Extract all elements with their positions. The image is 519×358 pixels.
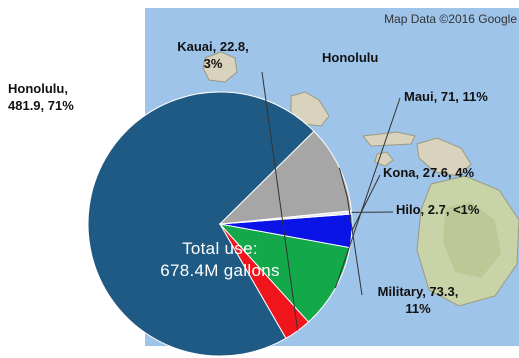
leader-line-kauai [261, 71, 299, 331]
label-maui: Maui, 71, 11% [404, 88, 488, 105]
label-maui-line-1: Maui, 71, 11% [404, 89, 488, 104]
label-kauai-line-1: Kauai, 22.8, [177, 39, 249, 54]
label-kona: Kona, 27.6, 4% [383, 164, 474, 181]
label-hilo-line-1: Hilo, 2.7, <1% [396, 202, 480, 217]
pie-slice-honolulu [87, 91, 315, 357]
maui-island [416, 137, 472, 177]
center-text-line-2: 678.4M gallons [160, 261, 280, 280]
map-honolulu-label: Honolulu [322, 50, 379, 65]
center-text-line-1: Total use: [182, 239, 258, 258]
leader-line-kona [351, 174, 381, 232]
label-military-line-1: Military, 73.3, [377, 284, 459, 299]
label-military: Military, 73.3, 11% [362, 283, 474, 317]
map-islands [202, 51, 519, 307]
kauai-island [202, 51, 238, 83]
label-honolulu: Honolulu, 481.9, 71% [8, 80, 74, 114]
lanai-island [374, 151, 394, 167]
label-military-line-2: 11% [405, 301, 431, 316]
center-text: Total use: 678.4M gallons [130, 238, 310, 282]
label-hilo: Hilo, 2.7, <1% [396, 201, 479, 218]
map-attribution: Map Data ©2016 Google [384, 12, 517, 26]
label-honolulu-line-2: 481.9, 71% [8, 98, 74, 113]
leader-line-military [338, 167, 363, 296]
label-honolulu-line-1: Honolulu, [8, 81, 68, 96]
label-kauai-line-2: 3% [203, 56, 223, 71]
leader-line-maui [334, 97, 401, 289]
molokai-island [362, 131, 416, 147]
label-kauai: Kauai, 22.8, 3% [166, 38, 260, 72]
label-kona-line-1: Kona, 27.6, 4% [383, 165, 475, 180]
